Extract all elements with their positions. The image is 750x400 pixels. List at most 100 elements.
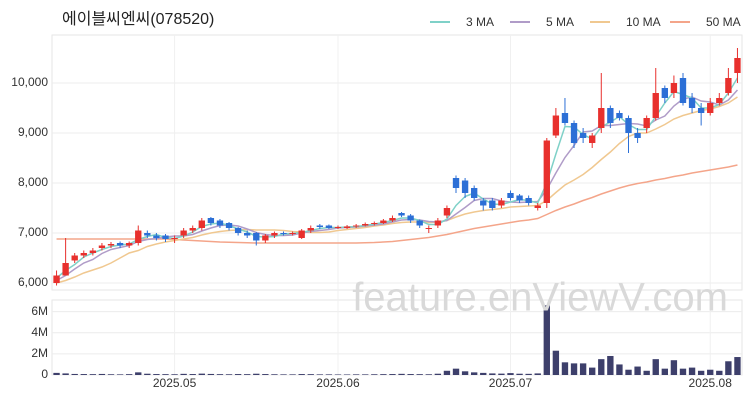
volume-bar — [452, 368, 460, 375]
y-tick-label: 10,000 — [11, 75, 48, 89]
volume-bar — [480, 372, 487, 375]
candle-body — [516, 195, 523, 201]
candle-body — [661, 88, 669, 98]
candle-body — [362, 224, 369, 226]
candle-body — [498, 200, 505, 206]
ma-line — [56, 96, 738, 284]
volume-bar — [461, 371, 469, 375]
candle-body — [271, 233, 278, 236]
candle-body — [716, 98, 723, 103]
candle-body — [180, 230, 187, 236]
candle-body — [253, 233, 260, 241]
price-panel — [51, 34, 743, 291]
volume-bar — [661, 368, 669, 375]
volume-bar — [189, 374, 196, 375]
candle-body — [407, 215, 414, 221]
candle-body — [189, 228, 196, 231]
candle-body — [652, 93, 659, 118]
volume-bar — [507, 373, 514, 375]
volume-bar — [98, 373, 106, 375]
volume-bar — [280, 374, 287, 375]
ma-line — [56, 77, 739, 279]
volume-bar — [153, 374, 160, 375]
candle-body — [461, 180, 469, 193]
candle-body — [534, 205, 541, 208]
x-tick-label: 2025.07 — [489, 376, 533, 390]
volume-bar — [443, 370, 451, 375]
volume-bar — [234, 374, 242, 375]
candle-body — [262, 235, 269, 241]
candle-body — [153, 235, 160, 238]
volume-bar — [225, 374, 233, 375]
volume-bar — [216, 374, 224, 375]
candle-body — [116, 243, 124, 246]
volume-bar — [62, 373, 69, 375]
ma-line — [56, 89, 739, 282]
volume-bar — [425, 374, 432, 375]
volume-bar — [670, 360, 678, 375]
volume-bar — [89, 374, 97, 375]
candle-body — [289, 233, 296, 234]
volume-bar — [589, 367, 596, 375]
candle-body — [53, 275, 60, 283]
candle-body — [171, 238, 178, 239]
volume-bar — [162, 374, 169, 375]
x-tick-label: 2025.06 — [316, 376, 360, 390]
volume-bar — [298, 374, 305, 375]
candle-body — [470, 188, 478, 198]
volume-bar — [125, 374, 133, 375]
watermark: feature.enViewV.com — [352, 276, 728, 320]
candle-body — [343, 226, 351, 228]
candle-body — [579, 133, 587, 138]
volume-tick-label: 2M — [31, 346, 48, 360]
volume-bar — [334, 374, 342, 375]
candle-body — [707, 103, 714, 113]
volume-bar — [325, 374, 333, 375]
volume-bar — [307, 374, 314, 375]
y-tick-label: 7,000 — [18, 225, 48, 239]
volume-bar — [107, 374, 115, 375]
x-tick-label: 2025.05 — [153, 376, 197, 390]
volume-bar — [135, 372, 142, 375]
y-tick-label: 9,000 — [18, 125, 48, 139]
candle-body — [80, 253, 87, 256]
volume-bar — [244, 374, 251, 375]
volume-bar — [352, 374, 360, 375]
volume-bar — [679, 368, 687, 375]
candle-body — [416, 220, 423, 226]
candle-body — [425, 228, 432, 229]
volume-bar — [434, 373, 442, 375]
volume-bar — [716, 370, 723, 375]
candle-body — [98, 245, 106, 248]
candle-body — [570, 123, 578, 143]
candle-body — [452, 178, 460, 188]
candle-body — [625, 118, 632, 133]
candle-body — [207, 218, 215, 223]
volume-bar — [416, 374, 423, 375]
volume-bar — [262, 374, 269, 375]
volume-tick-label: 6M — [31, 304, 48, 318]
volume-bar — [561, 362, 569, 375]
volume-bar — [389, 374, 396, 375]
candle-body — [434, 220, 442, 226]
volume-bar — [607, 355, 614, 375]
volume-bar — [343, 374, 351, 375]
legend-label: 50 MA — [706, 15, 741, 29]
volume-bar — [171, 374, 178, 375]
volume-bar — [53, 372, 60, 375]
candle-body — [216, 220, 224, 226]
volume-bar — [71, 373, 78, 375]
candle-body — [325, 225, 333, 228]
legend-label: 5 MA — [546, 15, 574, 29]
volume-bar — [616, 364, 623, 375]
volume-bar — [543, 305, 550, 375]
candle-body — [334, 227, 342, 228]
candle-body — [352, 225, 360, 227]
candle-body — [62, 263, 69, 276]
volume-bar — [498, 373, 505, 375]
volume-bar — [180, 373, 187, 375]
volume-bar — [634, 366, 641, 375]
volume-bar — [579, 363, 587, 375]
candle-body — [234, 228, 242, 233]
